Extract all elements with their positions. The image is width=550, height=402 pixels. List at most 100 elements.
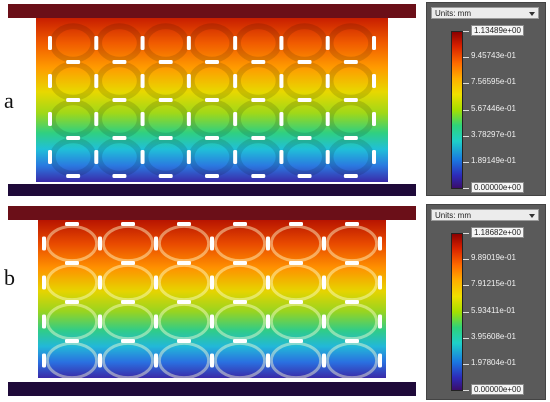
lattice-slot [158,136,173,140]
lattice-slot [66,60,81,64]
lattice-slot [121,378,135,382]
lattice-slot [378,314,382,329]
lattice-cell [49,61,97,101]
lattice-cell [213,224,267,263]
lattice-slot [343,60,358,64]
lattice-cell [325,341,379,380]
colorbar-tick-label: 7.91215e-01 [471,279,516,289]
lattice-slot [378,353,382,368]
lattice-slot [210,236,214,251]
lattice-slot [112,98,127,102]
lattice-slot [140,150,145,164]
units-dropdown[interactable]: Units: mm [431,209,539,221]
lattice-slot [94,74,99,88]
colorbar-tick [463,135,469,137]
lattice-cell [269,263,323,302]
lattice-slot [158,98,173,102]
colorbar-tick [463,57,469,59]
chevron-down-icon [529,214,535,218]
color-bar [451,233,463,391]
units-label: Units: mm [435,211,471,220]
lattice-slot [345,378,359,382]
lattice-slot [233,378,247,382]
lattice-slot [233,74,238,88]
lattice-slot [154,314,158,329]
lattice-slot [112,174,127,178]
lattice-slot [158,60,173,64]
lattice-cell [142,61,190,101]
lattice-cell [45,263,99,302]
lattice-slot [343,174,358,178]
lattice-cell [101,224,155,263]
lattice-slot [322,236,326,251]
lattice-slot [121,222,135,226]
lattice-slot [279,112,284,126]
colorbar-tick-label: 3.95608e-01 [471,331,516,341]
lattice-slot [42,275,46,290]
lattice-slot [251,98,266,102]
lattice-slot [325,150,330,164]
panel-a-legend: Units: mm 1.13489e+00 9.45743e-01 7.56595e… [426,2,546,196]
lattice-cell [325,302,379,341]
lattice-slot [233,150,238,164]
units-dropdown[interactable]: Units: mm [431,7,539,19]
panel-a-simulation [8,4,416,199]
colorbar-tick-label: 1.89149e-01 [471,155,516,165]
lattice-slot [345,339,359,343]
lattice-slot [266,275,270,290]
lattice-slot [177,261,191,265]
colorbar-tick-label: 3.78297e-01 [471,129,516,139]
lattice-cell [142,23,190,63]
lattice-slot [186,112,191,126]
lattice-slot [251,174,266,178]
lattice-cell [327,99,375,139]
lattice-cell [213,341,267,380]
lattice-slot [177,300,191,304]
lattice-slot [177,378,191,382]
panel-b-simulation [8,206,416,401]
lattice-cell [188,99,236,139]
lattice-cell [234,23,282,63]
lattice-slot [42,236,46,251]
lattice-slot [98,236,102,251]
panel-b-legend: Units: mm 1.18682e+00 9.89019e-01 7.91215e… [426,204,546,400]
lattice-slot [372,36,376,50]
lattice-slot [121,300,135,304]
lattice-cell [281,137,328,177]
colorbar-tick-label: 9.45743e-01 [471,51,516,61]
lattice-slot [372,150,376,164]
lattice-cell [281,99,328,139]
lattice-slot [177,222,191,226]
lattice-slot [154,353,158,368]
lattice-cell [157,302,211,341]
colorbar-tick [463,83,469,85]
lattice-slot [297,174,312,178]
lattice-slot [378,236,382,251]
colorbar-tick-label: 0.00000e+00 [471,182,524,193]
colorbar-tick [463,363,469,365]
lattice-cell [101,263,155,302]
lattice-slot [233,339,247,343]
chevron-down-icon [529,12,535,16]
lattice-cell [188,137,236,177]
lattice-cell [269,224,323,263]
lattice-slot [266,314,270,329]
lattice-cell [281,23,328,63]
lattice-cell [45,341,99,380]
lattice-cell [327,137,375,177]
panel-a-letter: a [4,88,14,113]
lattice-slot [372,74,376,88]
colorbar-tick [463,233,469,234]
lattice-slot [251,136,266,140]
lattice-slot [325,36,330,50]
lattice-slot [345,222,359,226]
lattice-cell [234,99,282,139]
lattice-slot [372,112,376,126]
lattice-slot [112,136,127,140]
lattice-slot [343,136,358,140]
lattice-slot [233,300,247,304]
panel-b-displacement-plot [8,206,416,396]
lattice-slot [186,36,191,50]
top-plate [8,206,416,220]
lattice-slot [94,36,99,50]
